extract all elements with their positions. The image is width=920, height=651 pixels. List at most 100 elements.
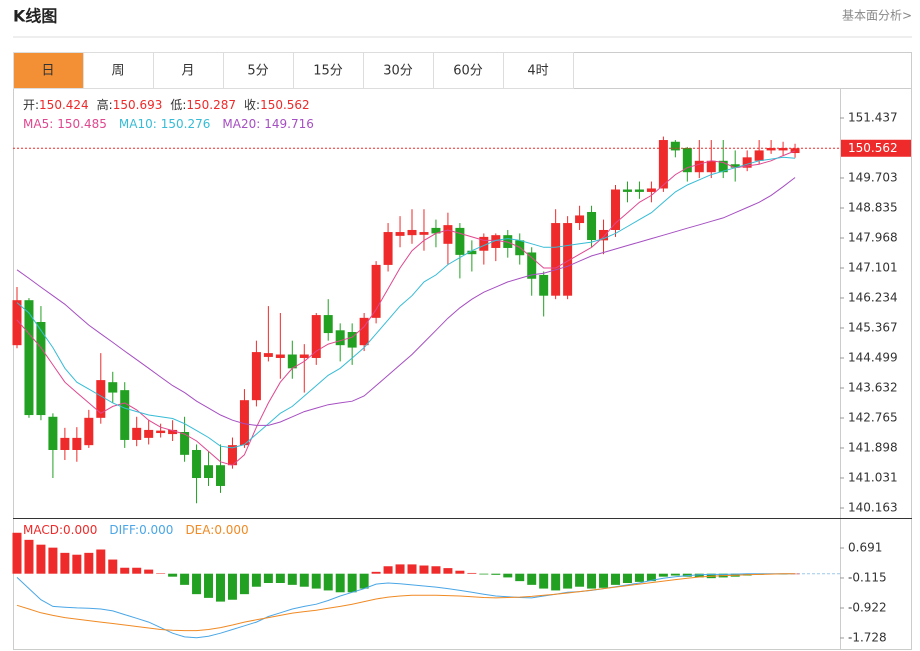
ma-line — [16, 150, 796, 466]
ohlc-label: 低: — [170, 98, 186, 112]
macd-bar — [455, 570, 465, 574]
ohlc-value: 150.424 — [39, 98, 89, 112]
candle-body — [120, 390, 130, 440]
tab[interactable] — [503, 52, 574, 89]
tab-label[interactable]: 日 — [41, 64, 54, 79]
macd-bar — [132, 567, 142, 574]
candle-body — [275, 354, 285, 358]
macd-bar — [156, 573, 166, 574]
macd-bar — [395, 564, 405, 574]
candle-body — [575, 215, 585, 224]
ma-line — [16, 156, 796, 449]
macd-line — [16, 573, 796, 632]
macd-bar — [180, 573, 190, 585]
y-tick-label: 146.234 — [848, 290, 898, 304]
macd-bar — [622, 573, 632, 583]
macd-bar — [120, 567, 130, 574]
macd-bar — [347, 573, 357, 593]
tab-label[interactable]: 60分 — [453, 64, 483, 79]
macd-bar — [335, 573, 345, 593]
candle-body — [706, 160, 716, 173]
tab[interactable] — [83, 52, 154, 89]
candle-body — [36, 321, 46, 416]
macd-bar — [48, 547, 58, 574]
macd-bar — [431, 566, 441, 574]
candle-body — [730, 164, 740, 168]
macd-bar — [491, 573, 501, 575]
ohlc-value: 150.693 — [113, 98, 163, 112]
last-price-box — [841, 139, 911, 157]
candle-body — [263, 353, 273, 357]
macd-bar — [12, 532, 22, 574]
y-tick-label: 148.835 — [848, 201, 898, 215]
macd-bar — [539, 573, 549, 589]
last-price-label: 150.562 — [848, 141, 898, 155]
analysis-link[interactable]: 基本面分析> — [842, 9, 912, 23]
tab-label[interactable]: 30分 — [383, 64, 413, 79]
y-tick-label: 0.691 — [848, 540, 882, 554]
tab[interactable] — [363, 52, 434, 89]
candle-body — [551, 223, 561, 296]
tab[interactable] — [13, 52, 84, 89]
legend-value: 0.000 — [63, 523, 97, 537]
candle-body — [323, 315, 333, 334]
macd-bar — [287, 573, 297, 585]
macd-bar — [108, 559, 118, 574]
candle-body — [443, 225, 453, 244]
y-tick-label: 145.367 — [848, 320, 898, 334]
candle-body — [311, 315, 321, 358]
macd-bar — [563, 573, 573, 589]
ohlc-label: 高: — [97, 97, 113, 112]
candle-body — [682, 147, 692, 173]
macd-bar — [599, 573, 609, 588]
macd-bar — [227, 573, 237, 600]
macd-bar — [24, 539, 34, 574]
candle-body — [215, 465, 225, 486]
candle-body — [539, 274, 549, 296]
candle-body — [180, 432, 190, 455]
tab-label[interactable]: 周 — [111, 64, 124, 79]
macd-bar — [694, 573, 704, 578]
candle-body — [383, 232, 393, 265]
macd-bar — [503, 573, 513, 578]
candle-body — [563, 223, 573, 296]
tab-label[interactable]: 月 — [181, 64, 194, 79]
tab-label[interactable]: 5分 — [247, 64, 268, 79]
candle-body — [395, 232, 405, 236]
macd-bar — [515, 573, 525, 582]
tab[interactable] — [223, 52, 294, 89]
candle-body — [778, 147, 788, 151]
macd-bar — [72, 554, 82, 574]
candle-body — [766, 147, 776, 151]
legend-name: DIFF: — [109, 523, 139, 537]
macd-bar — [263, 573, 273, 583]
candle-body — [467, 250, 477, 255]
tab-label[interactable]: 4时 — [527, 64, 548, 79]
candle-body — [251, 352, 261, 401]
candle-body — [634, 189, 644, 192]
candle-body — [587, 211, 597, 241]
macd-bar — [670, 573, 680, 576]
page-title: K线图 — [13, 7, 57, 26]
tab-label[interactable]: 15分 — [313, 64, 343, 79]
macd-bar — [60, 552, 70, 574]
macd-bar — [359, 573, 369, 589]
candle-body — [407, 229, 417, 236]
candle-body — [144, 429, 154, 438]
candle-body — [48, 416, 58, 450]
macd-bar — [479, 573, 489, 575]
tab[interactable] — [153, 52, 224, 89]
macd-bar — [419, 565, 429, 574]
macd-bar — [144, 569, 154, 574]
macd-bar — [275, 573, 285, 583]
candle-body — [192, 449, 202, 479]
macd-bar — [311, 573, 321, 589]
ohlc-info: 开:150.424 高:150.693 低:150.287 收:150.562 — [23, 97, 310, 112]
candle-body — [96, 380, 106, 418]
ohlc-label: 开: — [23, 98, 39, 112]
y-tick-label: 151.437 — [848, 110, 898, 124]
legend-name: DEA: — [185, 523, 214, 537]
candle-body — [24, 300, 34, 416]
candle-body — [132, 427, 142, 440]
macd-bar — [192, 573, 202, 595]
